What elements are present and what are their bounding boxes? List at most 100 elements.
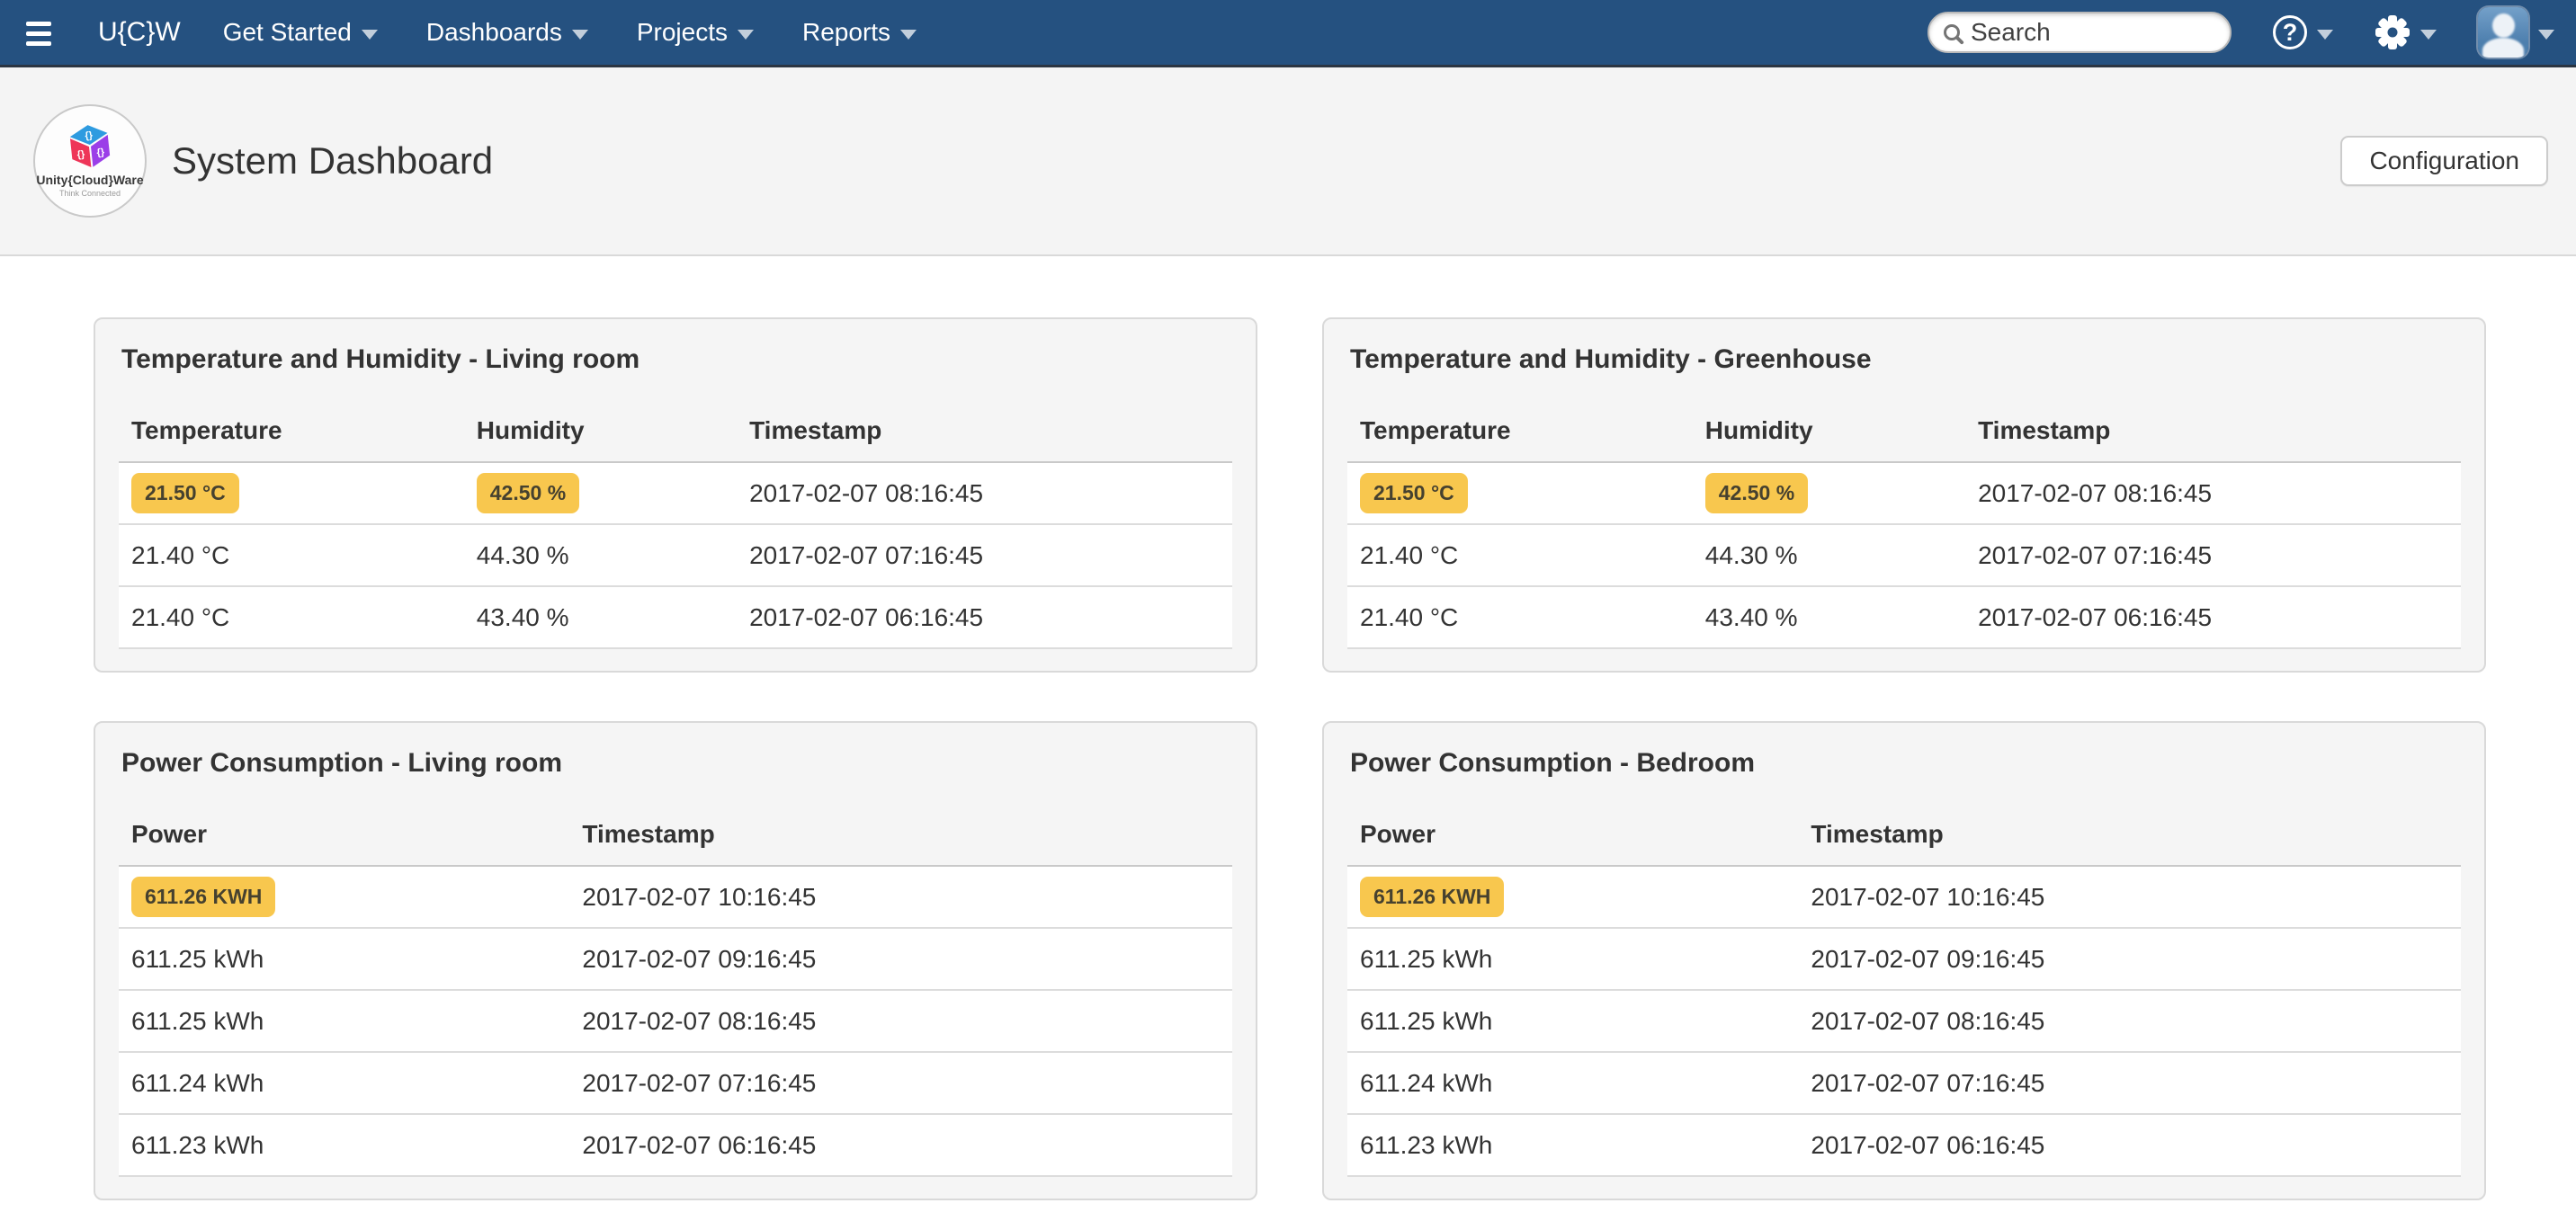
nav-item-dashboards[interactable]: Dashboards bbox=[402, 18, 613, 47]
table-row: 611.26 KWH 2017-02-07 10:16:45 bbox=[1347, 866, 2461, 929]
data-table: Temperature Humidity Timestamp 21.50 °C 42.5… bbox=[1347, 375, 2461, 649]
table-cell: 2017-02-07 09:16:45 bbox=[569, 928, 1232, 991]
data-table: Power Timestamp 611.26 KWH 2017-02-07 10:16… bbox=[1347, 779, 2461, 1177]
gear-icon bbox=[2375, 14, 2411, 50]
panel-temp-humidity-living-room: Temperature and Humidity - Living room T… bbox=[94, 317, 1257, 673]
svg-text:{}: {} bbox=[96, 147, 105, 158]
settings-menu[interactable] bbox=[2375, 14, 2437, 50]
column-header: Timestamp bbox=[1965, 375, 2461, 463]
table-row: 611.23 kWh 2017-02-07 06:16:45 bbox=[119, 1114, 1232, 1177]
table-row: 611.26 KWH 2017-02-07 10:16:45 bbox=[119, 866, 1232, 929]
configuration-button[interactable]: Configuration bbox=[2340, 136, 2548, 186]
panel-title: Power Consumption - Bedroom bbox=[1350, 748, 1755, 778]
table-cell: 21.50 °C bbox=[1347, 462, 1693, 525]
user-menu[interactable] bbox=[2478, 7, 2554, 58]
table-cell: 2017-02-07 08:16:45 bbox=[1798, 990, 2461, 1053]
table-row: 611.24 kWh 2017-02-07 07:16:45 bbox=[119, 1052, 1232, 1115]
table-cell: 2017-02-07 08:16:45 bbox=[737, 462, 1232, 525]
user-avatar bbox=[2478, 7, 2528, 58]
table-cell: 2017-02-07 08:16:45 bbox=[1965, 462, 2461, 525]
search-input[interactable] bbox=[1971, 18, 2295, 47]
table-cell: 611.23 kWh bbox=[119, 1114, 570, 1177]
table-cell: 21.40 °C bbox=[1347, 586, 1693, 649]
table-row: 611.25 kWh 2017-02-07 08:16:45 bbox=[1347, 990, 2461, 1053]
nav-item-reports[interactable]: Reports bbox=[778, 18, 941, 47]
table-header-row: Power Timestamp bbox=[119, 779, 1232, 867]
column-header: Power bbox=[1347, 779, 1799, 867]
panel-title: Temperature and Humidity - Greenhouse bbox=[1350, 344, 1872, 374]
nav-item-label: Dashboards bbox=[425, 18, 562, 46]
table-cell: 21.40 °C bbox=[1347, 524, 1693, 587]
table-row: 21.50 °C 42.50 % 2017-02-07 08:16:45 bbox=[119, 462, 1232, 525]
table-cell: 2017-02-07 07:16:45 bbox=[737, 524, 1232, 587]
table-row: 611.24 kWh 2017-02-07 07:16:45 bbox=[1347, 1052, 2461, 1115]
table-cell: 611.26 KWH bbox=[119, 866, 570, 929]
value-badge: 611.26 KWH bbox=[1360, 877, 1505, 917]
table-cell: 21.50 °C bbox=[119, 462, 464, 525]
svg-text:{}: {} bbox=[76, 149, 85, 161]
table-cell: 611.25 kWh bbox=[1347, 928, 1799, 991]
search-icon bbox=[1944, 24, 1960, 40]
table-cell: 2017-02-07 07:16:45 bbox=[1798, 1052, 2461, 1115]
help-menu[interactable]: ? bbox=[2273, 15, 2333, 49]
column-header: Humidity bbox=[463, 375, 738, 463]
value-badge: 21.50 °C bbox=[131, 473, 239, 513]
column-header: Temperature bbox=[119, 375, 464, 463]
table-cell: 2017-02-07 10:16:45 bbox=[1798, 866, 2461, 929]
table-row: 611.23 kWh 2017-02-07 06:16:45 bbox=[1347, 1114, 2461, 1177]
table-cell: 2017-02-07 10:16:45 bbox=[569, 866, 1232, 929]
table-cell: 21.40 °C bbox=[119, 586, 464, 649]
column-header: Timestamp bbox=[569, 779, 1232, 867]
app-logo: {} {} {} Unity{Cloud}Ware Think Connecte… bbox=[33, 104, 147, 218]
page-title: System Dashboard bbox=[172, 139, 494, 182]
table-cell: 21.40 °C bbox=[119, 524, 464, 587]
nav-item-get-started[interactable]: Get Started bbox=[199, 18, 402, 47]
table-cell: 2017-02-07 06:16:45 bbox=[569, 1114, 1232, 1177]
value-badge: 42.50 % bbox=[476, 473, 580, 513]
table-header-row: Temperature Humidity Timestamp bbox=[1347, 375, 2461, 463]
table-cell: 42.50 % bbox=[463, 462, 738, 525]
table-header-row: Temperature Humidity Timestamp bbox=[119, 375, 1232, 463]
table-cell: 611.25 kWh bbox=[1347, 990, 1799, 1053]
nav-item-label: Get Started bbox=[222, 18, 352, 46]
value-badge: 611.26 KWH bbox=[131, 877, 276, 917]
data-table: Temperature Humidity Timestamp 21.50 °C 42.5… bbox=[119, 375, 1232, 649]
table-cell: 2017-02-07 06:16:45 bbox=[737, 586, 1232, 649]
logo-wordmark: Unity{Cloud}Ware bbox=[36, 173, 144, 187]
table-cell: 611.24 kWh bbox=[119, 1052, 570, 1115]
panel-power-living-room: Power Consumption - Living room Power Tim… bbox=[94, 721, 1257, 1200]
column-header: Power bbox=[119, 779, 570, 867]
table-row: 21.40 °C 43.40 % 2017-02-07 06:16:45 bbox=[119, 586, 1232, 649]
chevron-down-icon bbox=[900, 29, 917, 40]
table-row: 21.40 °C 43.40 % 2017-02-07 06:16:45 bbox=[1347, 586, 2461, 649]
help-icon: ? bbox=[2273, 15, 2307, 49]
table-row: 21.50 °C 42.50 % 2017-02-07 08:16:45 bbox=[1347, 462, 2461, 525]
logo-tagline: Think Connected bbox=[58, 189, 121, 198]
dashboard-grid: Temperature and Humidity - Living room T… bbox=[0, 256, 2576, 1200]
table-cell: 43.40 % bbox=[463, 586, 738, 649]
table-cell: 611.25 kWh bbox=[119, 928, 570, 991]
chevron-down-icon bbox=[2420, 29, 2437, 40]
chevron-down-icon bbox=[2538, 29, 2554, 40]
nav-item-label: Reports bbox=[802, 18, 891, 46]
question-glyph: ? bbox=[2282, 18, 2298, 46]
brand-link[interactable]: U{C}W bbox=[98, 17, 181, 47]
panel-title: Temperature and Humidity - Living room bbox=[121, 344, 640, 374]
table-cell: 2017-02-07 08:16:45 bbox=[569, 990, 1232, 1053]
table-row: 21.40 °C 44.30 % 2017-02-07 07:16:45 bbox=[119, 524, 1232, 587]
column-header: Timestamp bbox=[737, 375, 1232, 463]
search-box bbox=[1928, 12, 2295, 53]
table-row: 611.25 kWh 2017-02-07 09:16:45 bbox=[119, 928, 1232, 991]
column-header: Timestamp bbox=[1798, 779, 2461, 867]
table-cell: 611.26 KWH bbox=[1347, 866, 1799, 929]
table-cell: 43.40 % bbox=[1692, 586, 1966, 649]
table-row: 611.25 kWh 2017-02-07 08:16:45 bbox=[119, 990, 1232, 1053]
panel-temp-humidity-greenhouse: Temperature and Humidity - Greenhouse Te… bbox=[1322, 317, 2486, 673]
hamburger-menu-icon[interactable] bbox=[26, 21, 51, 46]
table-row: 611.25 kWh 2017-02-07 09:16:45 bbox=[1347, 928, 2461, 991]
nav-item-projects[interactable]: Projects bbox=[613, 18, 778, 47]
table-cell: 2017-02-07 07:16:45 bbox=[1965, 524, 2461, 587]
table-cell: 2017-02-07 06:16:45 bbox=[1798, 1114, 2461, 1177]
table-cell: 611.25 kWh bbox=[119, 990, 570, 1053]
chevron-down-icon bbox=[361, 29, 378, 40]
